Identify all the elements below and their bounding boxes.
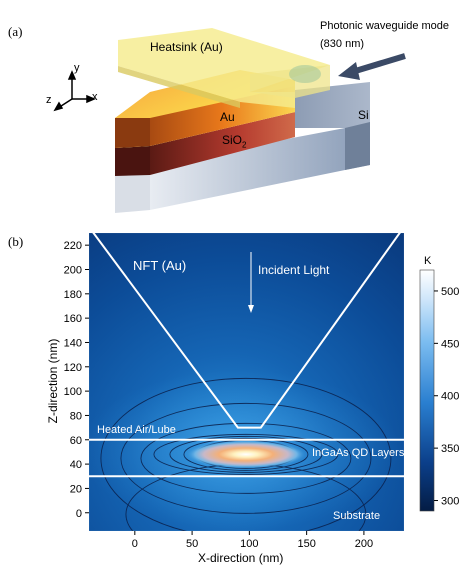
hotspot bbox=[185, 440, 306, 469]
axis-y-label: y bbox=[74, 62, 80, 74]
incident-light-label: Incident Light bbox=[258, 263, 330, 277]
sio2-label-sub: 2 bbox=[242, 140, 247, 150]
y-tick-label: 20 bbox=[70, 483, 82, 495]
incident-arrow bbox=[248, 252, 254, 313]
isotherm-9 bbox=[153, 433, 339, 475]
y-tick-label: 220 bbox=[64, 240, 82, 252]
x-tick-label: 0 bbox=[132, 538, 138, 550]
colorbar-tick-label: 400 bbox=[441, 391, 459, 403]
x-axis-label: X-direction (nm) bbox=[198, 551, 284, 565]
axis-z-label: z bbox=[46, 94, 52, 106]
mode-annotation-line2: (830 nm) bbox=[320, 38, 365, 50]
nft-label: NFT (Au) bbox=[133, 258, 187, 273]
x-tick-label: 200 bbox=[355, 538, 373, 550]
y-axis-label: Z-direction (nm) bbox=[46, 338, 60, 424]
panel-a-label: (a) bbox=[8, 24, 23, 39]
x-tick-label: 50 bbox=[186, 538, 198, 550]
si-label: Si bbox=[358, 108, 369, 122]
x-tick-label: 100 bbox=[240, 538, 258, 550]
nft-outline bbox=[92, 233, 401, 429]
au-label: Au bbox=[220, 110, 235, 124]
y-tick-label: 200 bbox=[64, 264, 82, 276]
sio2-label: SiO2 bbox=[222, 133, 246, 149]
heatsink-label: Heatsink (Au) bbox=[150, 40, 223, 54]
y-tick-label: 40 bbox=[70, 459, 82, 471]
y-tick-label: 140 bbox=[64, 337, 82, 349]
colorbar-unit-label: K bbox=[424, 255, 432, 267]
y-tick-label: 160 bbox=[64, 313, 82, 325]
heated-air-lube-label: Heated Air/Lube bbox=[97, 424, 176, 436]
axis-x-label: x bbox=[92, 91, 98, 103]
sio2-label-base: SiO bbox=[222, 133, 243, 147]
colorbar-tick-label: 300 bbox=[441, 496, 459, 508]
isotherm-outer-1 bbox=[140, 422, 352, 494]
y-tick-label: 100 bbox=[64, 386, 82, 398]
colorbar bbox=[419, 269, 435, 512]
substrate-label: Substrate bbox=[333, 510, 381, 522]
y-tick-label: 0 bbox=[76, 508, 82, 520]
y-tick-label: 180 bbox=[64, 289, 82, 301]
y-tick-label: 80 bbox=[70, 410, 82, 422]
isotherm-7 bbox=[183, 437, 309, 471]
mode-annotation-line1: Photonic waveguide mode bbox=[320, 20, 450, 32]
y-tick-label: 60 bbox=[70, 435, 82, 447]
isotherm-8 bbox=[169, 435, 323, 473]
colorbar-tick-label: 450 bbox=[441, 338, 459, 350]
y-tick-label: 120 bbox=[64, 362, 82, 374]
qd-layers-label: InGaAs QD Layers bbox=[312, 447, 405, 459]
isotherm-outer-2 bbox=[120, 402, 372, 514]
colorbar-tick-label: 500 bbox=[441, 286, 459, 298]
panel-b-label: (b) bbox=[8, 234, 24, 249]
colorbar-tick-label: 350 bbox=[441, 443, 459, 455]
x-tick-label: 150 bbox=[297, 538, 315, 550]
isotherm-outer-3 bbox=[100, 377, 392, 531]
